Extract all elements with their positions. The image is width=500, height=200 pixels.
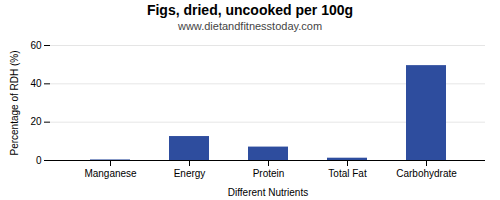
- svg-text:Different Nutrients: Different Nutrients: [228, 187, 308, 198]
- html-text:Figs, dried, uncooked per 100g: Figs, dried, uncooked per 100g: [146, 2, 354, 18]
- svg-text:40: 40: [30, 78, 42, 89]
- svg-text:Carbohydrate: Carbohydrate: [396, 168, 457, 179]
- svg-text:0: 0: [36, 155, 42, 166]
- svg-text:Percentage of RDH (%): Percentage of RDH (%): [9, 50, 20, 155]
- svg-text:Total Fat: Total Fat: [328, 168, 367, 179]
- svg-text:20: 20: [30, 116, 42, 127]
- svg-text:Protein: Protein: [253, 168, 285, 179]
- svg-text:60: 60: [30, 40, 42, 51]
- svg-text:Manganese: Manganese: [84, 168, 137, 179]
- svg-text:Energy: Energy: [174, 168, 206, 179]
- html-text:www.dietandfitnesstoday.com: www.dietandfitnesstoday.com: [178, 20, 322, 32]
